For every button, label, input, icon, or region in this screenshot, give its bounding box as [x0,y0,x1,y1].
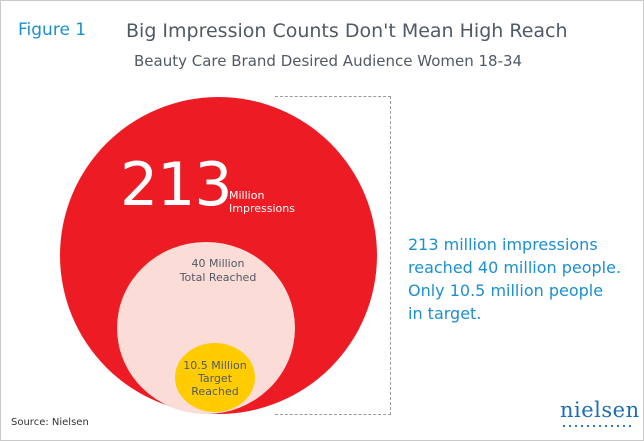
source-note: Source: Nielsen [11,417,89,428]
dashed-bracket [275,96,391,415]
target-label-line1: 10.5 Million [183,359,247,372]
target-circle [175,343,255,412]
nielsen-logo: nielsen [560,398,640,422]
target-label-line2: Target [197,372,233,385]
figure-subtitle: Beauty Care Brand Desired Audience Women… [134,52,523,70]
impressions-unit: Million Impressions [229,189,295,215]
reached-label: 40 Million Total Reached [158,257,278,285]
callout-line: in target. [408,304,482,323]
callout-line: reached 40 million people. [408,258,622,277]
reached-label-line2: Total Reached [179,271,257,284]
impressions-value: 213 [120,150,233,220]
callout-line: Only 10.5 million people [408,281,604,300]
reached-label-line1: 40 Million [191,257,245,270]
target-label: 10.5 Million Target Reached [174,359,256,398]
figure-title: Big Impression Counts Don't Mean High Re… [126,20,568,42]
target-label-line3: Reached [191,385,239,398]
impressions-unit-line1: Million [229,189,265,202]
logo-dots [561,425,631,427]
figure-label: Figure 1 [18,20,87,40]
impressions-unit-line2: Impressions [229,202,295,215]
callout-text: 213 million impressions reached 40 milli… [408,233,638,325]
callout-line: 213 million impressions [408,235,598,254]
